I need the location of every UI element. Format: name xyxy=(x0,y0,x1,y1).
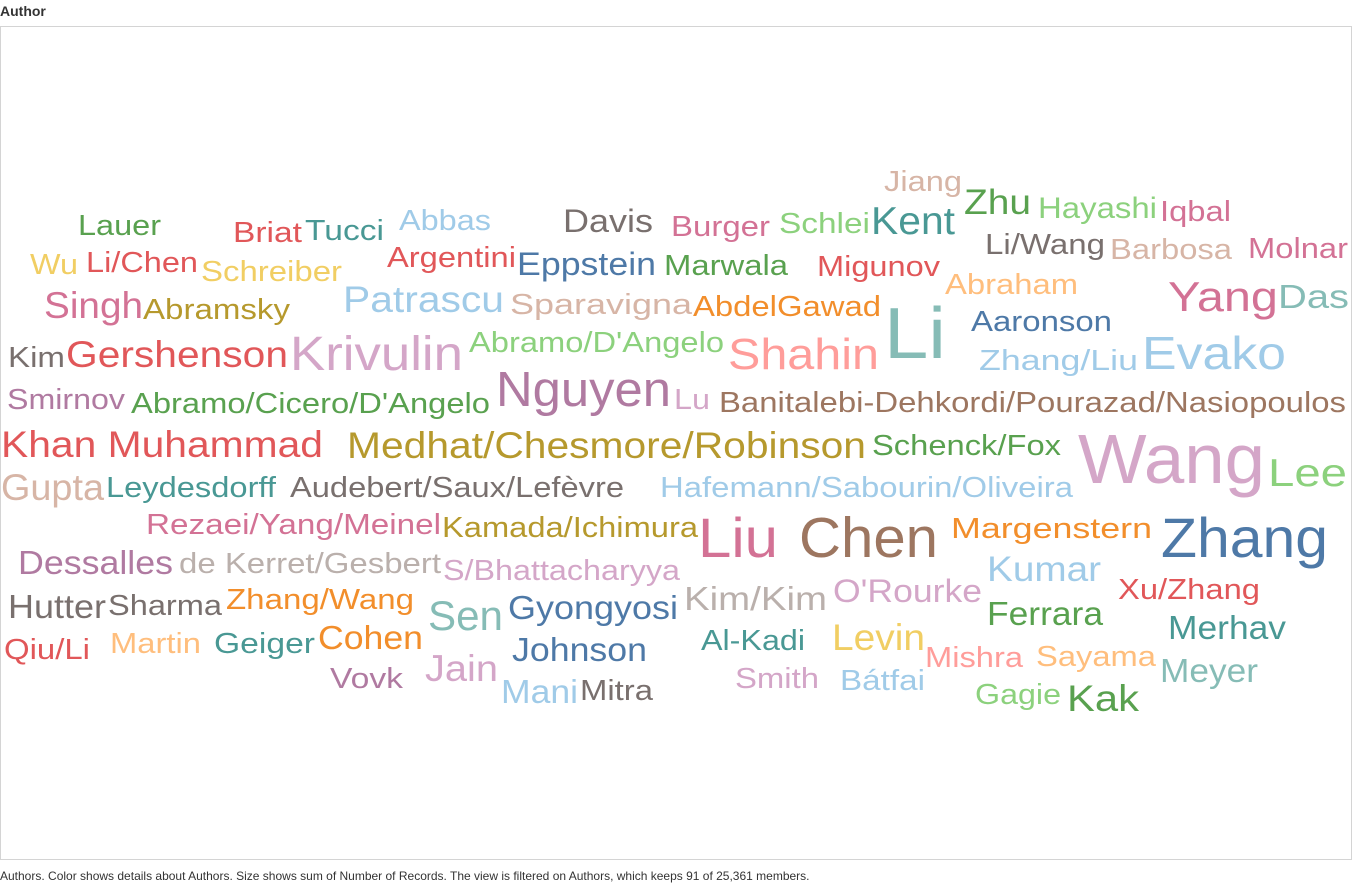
word-schlei[interactable]: Schlei xyxy=(779,208,870,240)
word-jiang[interactable]: Jiang xyxy=(884,166,962,198)
word-nguyen[interactable]: Nguyen xyxy=(496,363,671,417)
word-lee[interactable]: Lee xyxy=(1268,452,1347,495)
word-gyongyosi[interactable]: Gyongyosi xyxy=(508,589,678,626)
word-sparavigna[interactable]: Sparavigna xyxy=(510,289,693,321)
word-argentini[interactable]: Argentini xyxy=(387,242,516,274)
word-geiger[interactable]: Geiger xyxy=(214,628,315,660)
word-yang[interactable]: Yang xyxy=(1168,273,1278,320)
word-sen[interactable]: Sen xyxy=(428,592,503,639)
word-aaronson[interactable]: Aaronson xyxy=(971,306,1112,338)
word-zhang[interactable]: Zhang xyxy=(1161,506,1328,569)
word-de-kerret-gesbert[interactable]: de Kerret/Gesbert xyxy=(179,548,441,580)
word-liu[interactable]: Liu xyxy=(698,506,778,569)
word-cohen[interactable]: Cohen xyxy=(318,619,423,656)
word-gupta[interactable]: Gupta xyxy=(1,467,104,508)
word-kamada-ichimura[interactable]: Kamada/Ichimura xyxy=(442,512,699,544)
word-batfai[interactable]: Bátfai xyxy=(840,665,925,697)
word-gershenson[interactable]: Gershenson xyxy=(66,334,288,375)
word-abraham[interactable]: Abraham xyxy=(945,269,1078,301)
word-sharma[interactable]: Sharma xyxy=(108,590,223,622)
word-chen[interactable]: Chen xyxy=(799,506,938,570)
word-hafemann-sabourin-oliveira[interactable]: Hafemann/Sabourin/Oliveira xyxy=(660,472,1074,504)
word-mani[interactable]: Mani xyxy=(501,673,578,710)
word-migunov[interactable]: Migunov xyxy=(817,251,941,283)
word-banitalebi-dehkordi-pourazad-nasiopoulos[interactable]: Banitalebi-Dehkordi/Pourazad/Nasiopoulos xyxy=(719,387,1346,419)
word-shahin[interactable]: Shahin xyxy=(728,330,879,379)
word-abbas[interactable]: Abbas xyxy=(399,205,491,237)
word-leydesdorff[interactable]: Leydesdorff xyxy=(106,472,277,504)
sheet-title: Author xyxy=(0,3,46,19)
word-patrascu[interactable]: Patrascu xyxy=(343,279,504,320)
word-margenstern[interactable]: Margenstern xyxy=(951,513,1152,545)
word-das[interactable]: Das xyxy=(1278,278,1349,315)
word-qiu-li[interactable]: Qiu/Li xyxy=(4,634,90,666)
word-krivulin[interactable]: Krivulin xyxy=(290,328,463,381)
word-iqbal[interactable]: Iqbal xyxy=(1160,196,1231,228)
word-khan-muhammad[interactable]: Khan Muhammad xyxy=(1,424,323,465)
word-kent[interactable]: Kent xyxy=(871,200,955,243)
word-mishra[interactable]: Mishra xyxy=(925,642,1024,674)
word-barbosa[interactable]: Barbosa xyxy=(1110,234,1233,266)
word-gagie[interactable]: Gagie xyxy=(975,679,1061,711)
word-lu[interactable]: Lu xyxy=(674,384,710,416)
word-abdelgawad[interactable]: AbdelGawad xyxy=(693,291,881,323)
word-kak[interactable]: Kak xyxy=(1067,678,1140,719)
chart-view xyxy=(0,26,1352,860)
word-mitra[interactable]: Mitra xyxy=(580,675,654,707)
word-molnar[interactable]: Molnar xyxy=(1248,233,1348,265)
word-merhav[interactable]: Merhav xyxy=(1168,609,1287,646)
word-abramo-cicero-d-angelo[interactable]: Abramo/Cicero/D'Angelo xyxy=(131,388,490,420)
word-abramo-d-angelo[interactable]: Abramo/D'Angelo xyxy=(469,327,724,359)
word-marwala[interactable]: Marwala xyxy=(664,250,789,282)
sheet-caption: Authors. Color shows details about Autho… xyxy=(0,869,810,883)
word-li[interactable]: Li xyxy=(884,294,946,374)
word-hayashi[interactable]: Hayashi xyxy=(1038,192,1157,225)
word-smith[interactable]: Smith xyxy=(735,663,819,695)
word-johnson[interactable]: Johnson xyxy=(512,631,647,668)
word-audebert-saux-lefevre[interactable]: Audebert/Saux/Lefèvre xyxy=(290,472,624,504)
word-hutter[interactable]: Hutter xyxy=(8,588,106,625)
word-martin[interactable]: Martin xyxy=(110,628,201,660)
word-vovk[interactable]: Vovk xyxy=(330,663,404,695)
word-medhat-chesmore-robinson[interactable]: Medhat/Chesmore/Robinson xyxy=(347,425,866,466)
word-kumar[interactable]: Kumar xyxy=(987,550,1101,589)
word-tucci[interactable]: Tucci xyxy=(305,215,384,247)
word-zhang-liu[interactable]: Zhang/Liu xyxy=(979,345,1138,377)
word-schenck-fox[interactable]: Schenck/Fox xyxy=(872,430,1062,462)
word-singh[interactable]: Singh xyxy=(44,285,143,326)
word-s-bhattacharyya[interactable]: S/Bhattacharyya xyxy=(443,555,681,587)
word-wang[interactable]: Wang xyxy=(1078,420,1265,498)
word-abramsky[interactable]: Abramsky xyxy=(143,294,291,326)
word-kim-kim[interactable]: Kim/Kim xyxy=(684,580,827,617)
word-lauer[interactable]: Lauer xyxy=(78,210,161,242)
word-dessalles[interactable]: Dessalles xyxy=(18,544,173,581)
word-al-kadi[interactable]: Al-Kadi xyxy=(701,625,805,657)
word-briat[interactable]: Briat xyxy=(233,217,302,249)
word-wu[interactable]: Wu xyxy=(30,249,78,281)
word-schreiber[interactable]: Schreiber xyxy=(201,256,342,288)
word-li-wang[interactable]: Li/Wang xyxy=(985,229,1105,261)
word-evako[interactable]: Evako xyxy=(1142,327,1286,379)
word-xu-zhang[interactable]: Xu/Zhang xyxy=(1118,574,1260,606)
word-zhu[interactable]: Zhu xyxy=(964,183,1031,222)
word-li-chen[interactable]: Li/Chen xyxy=(86,247,198,279)
word-davis[interactable]: Davis xyxy=(563,203,653,239)
word-meyer[interactable]: Meyer xyxy=(1160,652,1258,689)
word-o-rourke[interactable]: O'Rourke xyxy=(833,573,982,609)
word-smirnov[interactable]: Smirnov xyxy=(7,384,126,416)
word-jain[interactable]: Jain xyxy=(425,648,498,689)
word-burger[interactable]: Burger xyxy=(671,211,770,243)
word-rezaei-yang-meinel[interactable]: Rezaei/Yang/Meinel xyxy=(146,509,441,541)
word-eppstein[interactable]: Eppstein xyxy=(517,246,656,282)
word-kim[interactable]: Kim xyxy=(8,342,65,374)
word-levin[interactable]: Levin xyxy=(832,617,925,658)
word-ferrara[interactable]: Ferrara xyxy=(987,595,1104,632)
word-sayama[interactable]: Sayama xyxy=(1036,641,1157,673)
word-zhang-wang[interactable]: Zhang/Wang xyxy=(226,584,414,616)
